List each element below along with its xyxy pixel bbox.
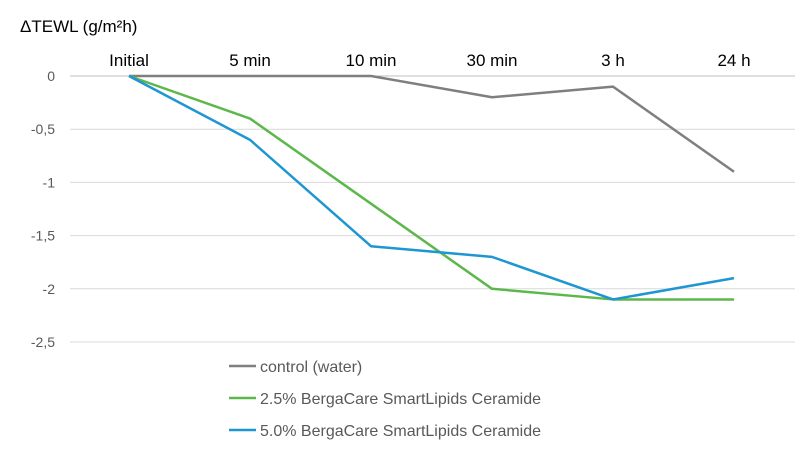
series-line-1 bbox=[129, 74, 735, 173]
series-line-2 bbox=[128, 74, 734, 301]
y-tick-label: -2 bbox=[43, 281, 56, 297]
legend: control (water) 2.5% BergaCare SmartLipid… bbox=[229, 359, 541, 440]
y-tick-label: -2,5 bbox=[31, 334, 55, 350]
x-tick-label: 10 min bbox=[345, 51, 396, 70]
y-tick-label: 0 bbox=[47, 68, 55, 84]
y-tick-label: -0,5 bbox=[31, 121, 55, 137]
x-tick-label: Initial bbox=[109, 51, 149, 70]
legend-label: 5.0% BergaCare SmartLipids Ceramide bbox=[260, 423, 541, 440]
gridlines bbox=[70, 75, 795, 343]
y-axis-label: ΔTEWL (g/m²h) bbox=[20, 17, 137, 36]
x-tick-label: 30 min bbox=[466, 51, 517, 70]
y-tick-label: -1 bbox=[43, 174, 56, 190]
legend-label: 2.5% BergaCare SmartLipids Ceramide bbox=[260, 391, 541, 408]
series-lines bbox=[128, 74, 735, 301]
legend-label: control (water) bbox=[260, 359, 362, 376]
x-tick-label: 5 min bbox=[229, 51, 271, 70]
x-tick-label: 24 h bbox=[717, 51, 750, 70]
y-tick-labels: 0 -0,5 -1 -1,5 -2 -2,5 bbox=[31, 68, 55, 350]
y-tick-label: -1,5 bbox=[31, 228, 55, 244]
x-tick-label: 3 h bbox=[601, 51, 625, 70]
x-tick-labels: Initial 5 min 10 min 30 min 3 h 24 h bbox=[109, 51, 750, 70]
series-line-3 bbox=[128, 74, 735, 301]
